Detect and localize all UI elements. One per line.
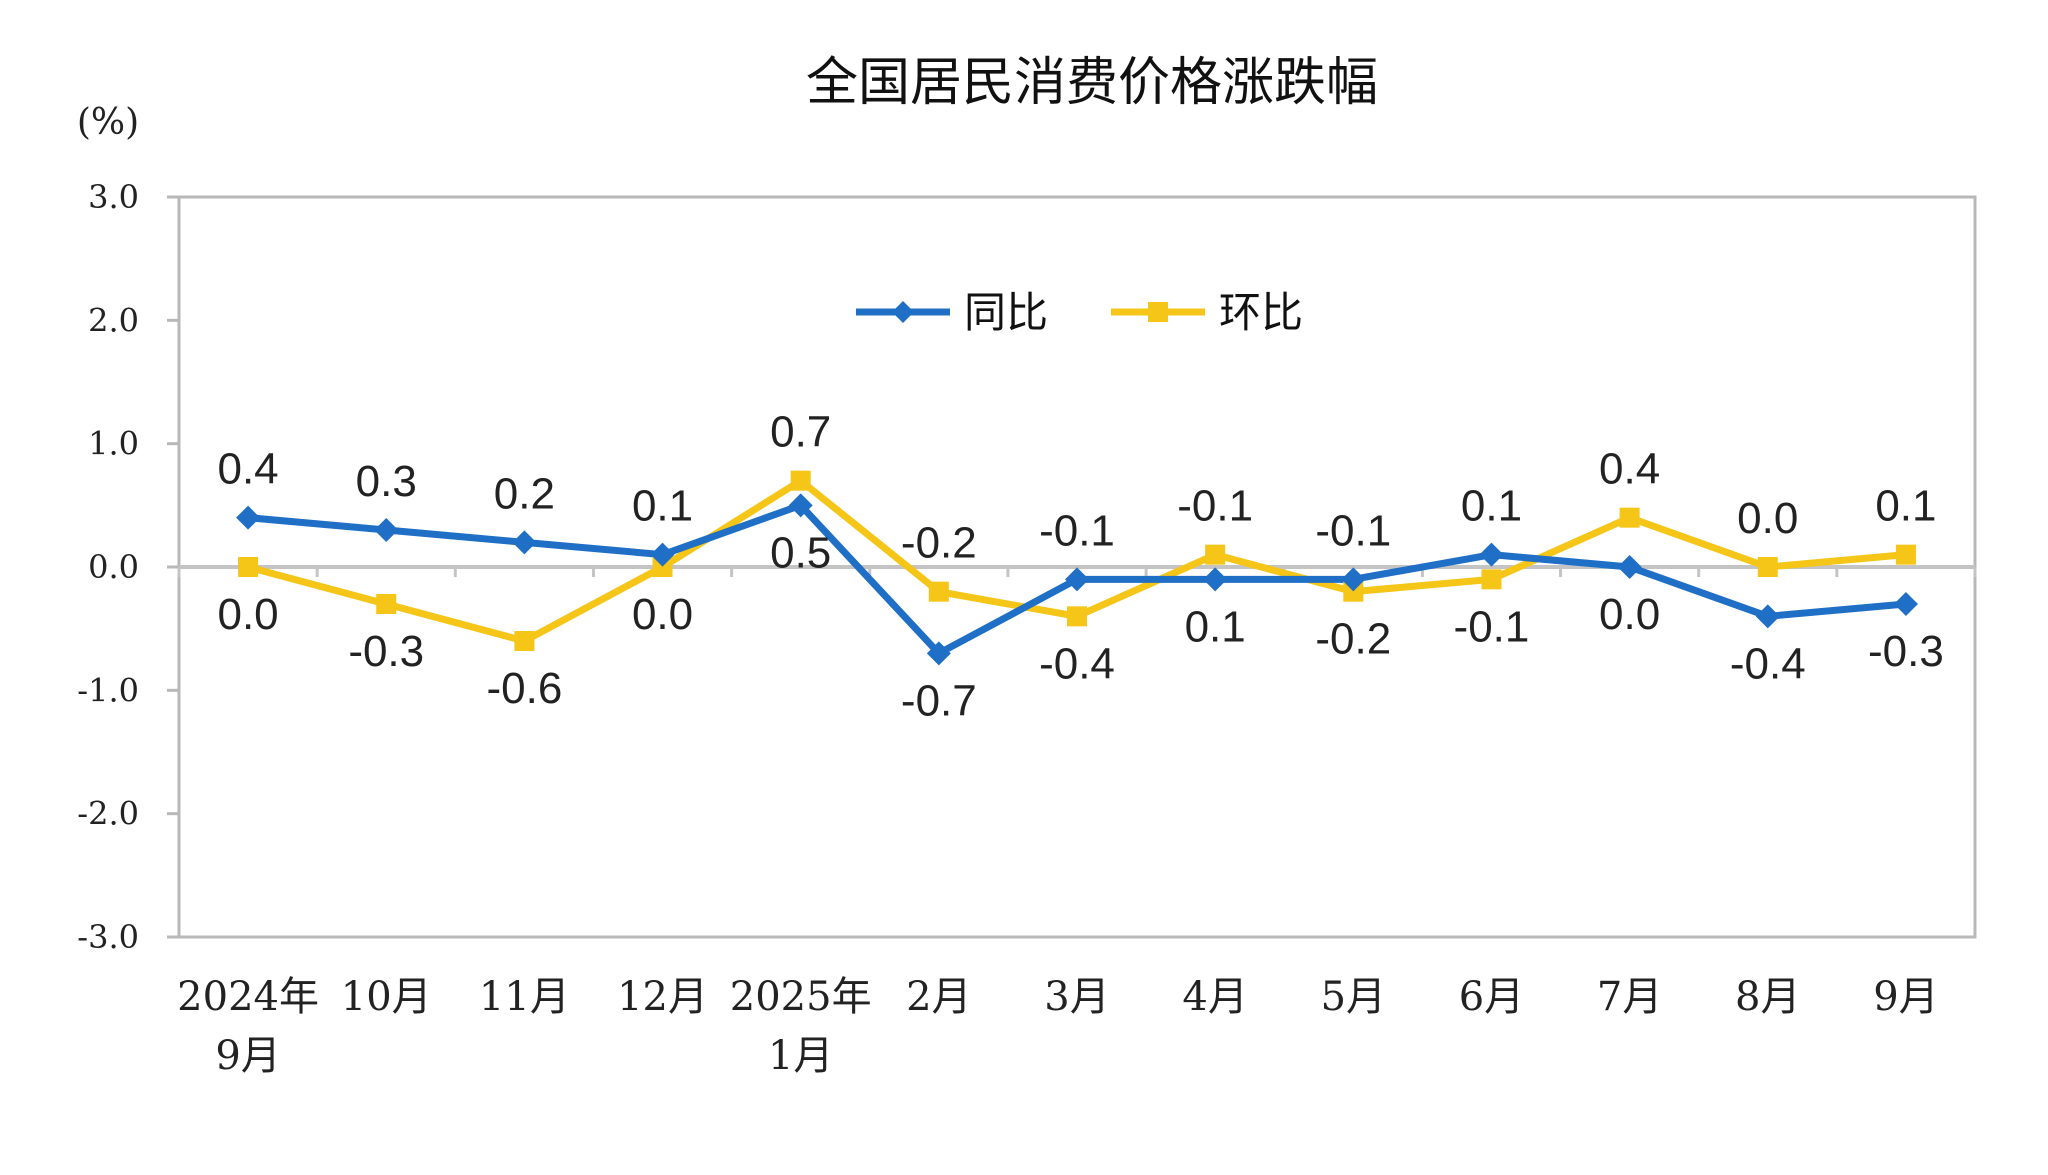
legend-marker-mom <box>1148 302 1168 322</box>
data-point-mom <box>652 557 673 577</box>
data-point-yoy <box>1341 567 1366 592</box>
x-tick-label: 11月 <box>479 974 570 1020</box>
data-labels: 0.4 0.3 0.2 0.1 0.5 -0.7 -0.1 0.1 -0.1 0.1 0.0 -0.4… <box>217 408 1943 726</box>
data-label-yoy: 0.3 <box>356 457 417 506</box>
data-label-yoy: 0.1 <box>1461 482 1522 531</box>
data-point-yoy <box>926 641 951 666</box>
data-label-mom: 0.0 <box>1737 494 1798 543</box>
x-tick-label: 10月 <box>341 974 432 1020</box>
data-label-yoy: -0.4 <box>1730 639 1806 688</box>
data-label-mom: -0.2 <box>1315 615 1391 664</box>
x-tick-label: 2025年 <box>730 974 872 1020</box>
data-label-yoy: 0.1 <box>632 482 693 531</box>
y-tick-label: -1.0 <box>77 671 139 709</box>
data-point-mom <box>514 631 535 651</box>
y-tick-label: 1.0 <box>88 425 139 463</box>
x-tick-label: 7月 <box>1597 974 1662 1020</box>
data-label-yoy: 0.0 <box>1599 590 1660 639</box>
x-tick-label: 6月 <box>1459 974 1524 1020</box>
data-point-mom <box>238 557 259 577</box>
x-tick-label: 8月 <box>1735 974 1800 1020</box>
data-label-mom: -0.6 <box>486 664 562 713</box>
x-tick-label: 3月 <box>1044 974 1109 1020</box>
data-point-mom <box>1343 581 1364 602</box>
data-point-mom <box>1205 544 1226 565</box>
data-label-mom: 0.4 <box>1599 445 1660 494</box>
x-tick-label: 5月 <box>1321 974 1386 1020</box>
data-point-yoy <box>1893 592 1918 616</box>
x-tick-label: 1月 <box>768 1033 833 1079</box>
series-markers <box>236 470 1918 666</box>
x-tick-label: 9月 <box>1873 974 1938 1020</box>
data-point-mom <box>1067 606 1087 627</box>
data-point-yoy <box>1203 567 1228 592</box>
data-label-mom: -0.3 <box>348 627 424 676</box>
data-point-mom <box>376 594 397 614</box>
data-label-mom: 0.0 <box>217 590 278 639</box>
chart-title: 全国居民消费价格涨跌幅 <box>806 53 1378 113</box>
y-tick-label: -3.0 <box>77 918 139 956</box>
data-label-mom: -0.4 <box>1039 639 1115 688</box>
legend-marker-yoy <box>892 301 914 323</box>
data-point-yoy <box>1617 555 1642 579</box>
data-point-yoy <box>1755 604 1780 629</box>
x-tick-label: 4月 <box>1182 974 1247 1020</box>
data-label-mom: -0.2 <box>901 519 977 568</box>
y-tick-label: 2.0 <box>88 301 139 339</box>
legend-label-yoy: 同比 <box>964 288 1048 337</box>
data-point-mom <box>1895 544 1916 565</box>
data-label-mom: -0.1 <box>1177 482 1253 531</box>
data-label-yoy: 0.5 <box>770 528 831 577</box>
data-point-yoy <box>650 542 675 567</box>
data-point-yoy <box>788 493 813 518</box>
y-tick-label: 3.0 <box>88 178 139 216</box>
y-axis-unit: (%) <box>77 102 139 143</box>
legend-label-mom: 环比 <box>1219 288 1303 337</box>
data-point-yoy <box>512 530 537 555</box>
data-point-mom <box>790 470 811 491</box>
data-label-yoy: 0.2 <box>494 469 555 518</box>
data-label-yoy: -0.3 <box>1868 627 1944 676</box>
data-point-mom <box>928 581 949 602</box>
data-label-mom: 0.1 <box>1875 482 1936 531</box>
data-point-mom <box>1619 507 1640 528</box>
x-tick-label: 12月 <box>617 974 708 1020</box>
data-label-mom: 0.7 <box>770 408 831 457</box>
y-tick-label: -2.0 <box>77 795 139 833</box>
data-point-yoy <box>236 505 261 530</box>
data-point-yoy <box>374 518 399 542</box>
data-label-yoy: 0.4 <box>217 445 278 494</box>
data-label-mom: -0.1 <box>1454 602 1530 651</box>
data-point-yoy <box>1065 567 1089 592</box>
data-label-yoy: -0.1 <box>1039 506 1115 555</box>
data-label-yoy: -0.1 <box>1315 506 1391 555</box>
x-tick-label: 2月 <box>906 974 971 1020</box>
data-point-mom <box>1481 569 1502 590</box>
data-label-yoy: 0.1 <box>1185 602 1246 651</box>
data-point-mom <box>1757 557 1778 577</box>
data-label-yoy: -0.7 <box>901 676 977 725</box>
data-point-yoy <box>1479 542 1504 567</box>
x-tick-label: 2024年 <box>177 974 319 1020</box>
x-tick-label: 9月 <box>215 1033 280 1079</box>
legend: 同比 环比 <box>856 288 1303 337</box>
data-label-mom: 0.0 <box>632 590 693 639</box>
axes: 3.0 2.0 1.0 0.0 -1.0 -2.0 -3.0 2024年 9月 10月 11月 12月… <box>77 178 1977 1079</box>
y-tick-label: 0.0 <box>88 548 139 586</box>
